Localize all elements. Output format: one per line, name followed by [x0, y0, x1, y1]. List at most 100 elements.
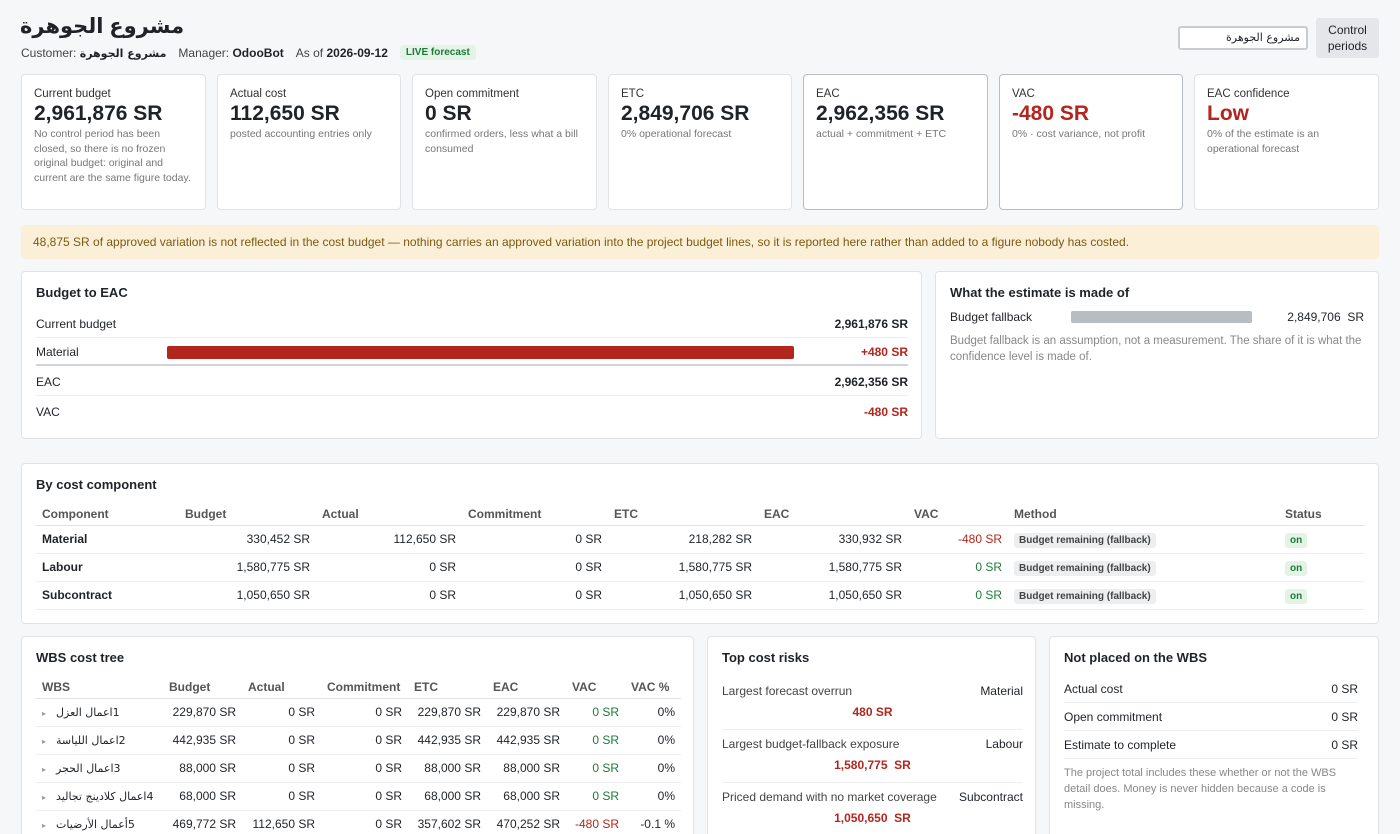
status-badge: on: [1285, 533, 1308, 548]
kpi-open-commitment: Open commitment 0 SR confirmed orders, l…: [412, 74, 597, 210]
row-value: 2,962,356 SR: [834, 375, 908, 389]
customer-info: Customer: مشروع الجوهرة: [21, 45, 167, 60]
np-row-actual-cost: Actual cost 0 SR: [1064, 675, 1358, 703]
table-row[interactable]: ▸ 4اعمال كلادينج تجاليد 68,000 SR 0 SR 0 …: [36, 782, 681, 811]
cell-wbs: ▸ 4اعمال كلادينج تجاليد: [36, 782, 163, 811]
col-header: EAC: [487, 676, 566, 699]
asof-info: As of 2026-09-12: [295, 45, 388, 60]
col-header: VAC %: [625, 676, 681, 699]
wbs-table: WBS Budget Actual Commitment ETC EAC VAC…: [36, 676, 681, 834]
cell-budget: 68,000 SR: [163, 782, 242, 811]
cost-component-table: Component Budget Actual Commitment ETC E…: [36, 503, 1364, 610]
cell-vac: 0 SR: [566, 698, 625, 727]
col-header: ETC: [608, 503, 758, 526]
kpi-current-budget: Current budget 2,961,876 SR No control p…: [21, 74, 206, 210]
cell-etc: 442,935 SR: [408, 726, 487, 755]
expand-triangle-icon[interactable]: ▸: [42, 709, 47, 718]
kpi-label: ETC: [621, 88, 644, 100]
col-header: Actual: [316, 503, 462, 526]
table-row[interactable]: Material 330,452 SR 112,650 SR 0 SR 218,…: [36, 525, 1364, 554]
col-header: VAC: [566, 676, 625, 699]
cell-vac-pct: 0%: [625, 698, 681, 727]
table-header-row: Component Budget Actual Commitment ETC E…: [36, 503, 1364, 526]
risk-item[interactable]: Priced demand with no market coverage Su…: [722, 783, 1023, 834]
kpi-label: Open commitment: [425, 88, 519, 100]
fallback-label: Budget fallback: [950, 310, 1033, 324]
risk-item[interactable]: Largest forecast overrun Material 480 SR: [722, 677, 1023, 730]
kpi-value: 2,962,356 SR: [816, 102, 945, 125]
table-row[interactable]: Subcontract 1,050,650 SR 0 SR 0 SR 1,050…: [36, 581, 1364, 610]
cell-budget: 229,870 SR: [163, 698, 242, 727]
b2e-row-material: Material +480 SR: [36, 338, 908, 366]
row-value: 2,961,876 SR: [834, 317, 908, 331]
kpi-sub: No control period has been closed, so th…: [34, 128, 191, 184]
risk-component: Subcontract: [958, 790, 1023, 804]
kpi-sub: 0% · cost variance, not profit: [1012, 128, 1146, 140]
cell-commitment: 0 SR: [462, 525, 608, 554]
kpi-sub: 0% of the estimate is an operational for…: [1207, 128, 1320, 155]
expand-triangle-icon[interactable]: ▸: [42, 765, 47, 774]
cell-vac-pct: 0%: [625, 726, 681, 755]
col-header: Component: [36, 503, 179, 526]
table-row[interactable]: Labour 1,580,775 SR 0 SR 0 SR 1,580,775 …: [36, 553, 1364, 582]
cell-actual: 0 SR: [242, 754, 321, 783]
cell-eac: 1,580,775 SR: [758, 553, 908, 582]
expand-triangle-icon[interactable]: ▸: [42, 793, 47, 802]
cell-commitment: 0 SR: [321, 698, 408, 727]
kpi-eac-confidence: EAC confidence Low 0% of the estimate is…: [1194, 74, 1379, 210]
cell-budget: 88,000 SR: [163, 754, 242, 783]
row-value: 0 SR: [1331, 738, 1358, 752]
row-label: VAC: [36, 405, 60, 419]
cell-eac: 68,000 SR: [487, 782, 566, 811]
kpi-label: Current budget: [34, 88, 111, 100]
cell-vac: -480 SR: [566, 810, 625, 834]
cell-etc: 1,050,650 SR: [608, 581, 758, 610]
cell-budget: 1,050,650 SR: [179, 581, 316, 610]
cell-vac: 0 SR: [566, 754, 625, 783]
kpi-sub: confirmed orders, less what a bill consu…: [425, 128, 578, 155]
expand-triangle-icon[interactable]: ▸: [42, 737, 47, 746]
cell-eac: 442,935 SR: [487, 726, 566, 755]
kpi-etc: ETC 2,849,706 SR 0% operational forecast: [608, 74, 792, 210]
expand-triangle-icon[interactable]: ▸: [42, 821, 47, 830]
cell-vac: 0 SR: [566, 782, 625, 811]
cell-status: on: [1279, 525, 1364, 554]
method-tag: Budget remaining (fallback): [1014, 561, 1156, 576]
cell-eac: 330,932 SR: [758, 525, 908, 554]
cell-vac-pct: 0%: [625, 782, 681, 811]
b2e-row-eac: EAC 2,962,356 SR: [36, 368, 908, 396]
cell-etc: 1,580,775 SR: [608, 553, 758, 582]
cell-budget: 469,772 SR: [163, 810, 242, 834]
panel-title: By cost component: [36, 477, 157, 492]
manager-info: Manager: OdooBot: [178, 45, 284, 60]
table-row[interactable]: ▸ 1اعمال العزل 229,870 SR 0 SR 0 SR 229,8…: [36, 698, 681, 727]
table-row[interactable]: ▸ 2اعمال اللياسة 442,935 SR 0 SR 0 SR 442…: [36, 726, 681, 755]
cell-vac: 0 SR: [908, 581, 1008, 610]
risk-label: Largest budget-fallback exposure: [722, 737, 900, 751]
cell-commitment: 0 SR: [462, 553, 608, 582]
col-header: Method: [1008, 503, 1279, 526]
row-value: 0 SR: [1331, 710, 1358, 724]
risk-component: Labour: [985, 737, 1023, 751]
project-selector[interactable]: مشروع الجوهرة: [1178, 26, 1308, 50]
cell-budget: 442,935 SR: [163, 726, 242, 755]
risk-component: Material: [980, 684, 1023, 698]
component-name: Material: [36, 525, 179, 554]
budget-to-eac-panel: Budget to EAC Current budget 2,961,876 S…: [21, 271, 922, 439]
panel-title: Top cost risks: [722, 650, 810, 665]
cell-etc: 218,282 SR: [608, 525, 758, 554]
control-periods-button[interactable]: Control periods: [1316, 18, 1379, 58]
kpi-value: Low: [1207, 102, 1249, 125]
cell-vac: 0 SR: [566, 726, 625, 755]
col-header: Budget: [163, 676, 242, 699]
table-row[interactable]: ▸ 3اعمال الحجر 88,000 SR 0 SR 0 SR 88,000…: [36, 754, 681, 783]
table-row[interactable]: ▸ 5أعمال الأرضيات 469,772 SR 112,650 SR 0…: [36, 810, 681, 834]
cell-budget: 330,452 SR: [179, 525, 316, 554]
approved-variation-warning: 48,875 SR of approved variation is not r…: [21, 225, 1379, 259]
row-value: 0 SR: [1331, 682, 1358, 696]
cell-wbs: ▸ 3اعمال الحجر: [36, 754, 163, 783]
cell-vac: -480 SR: [908, 525, 1008, 554]
risk-item[interactable]: Largest budget-fallback exposure Labour …: [722, 730, 1023, 783]
cell-actual: 0 SR: [316, 581, 462, 610]
panel-title: Not placed on the WBS: [1064, 650, 1207, 665]
